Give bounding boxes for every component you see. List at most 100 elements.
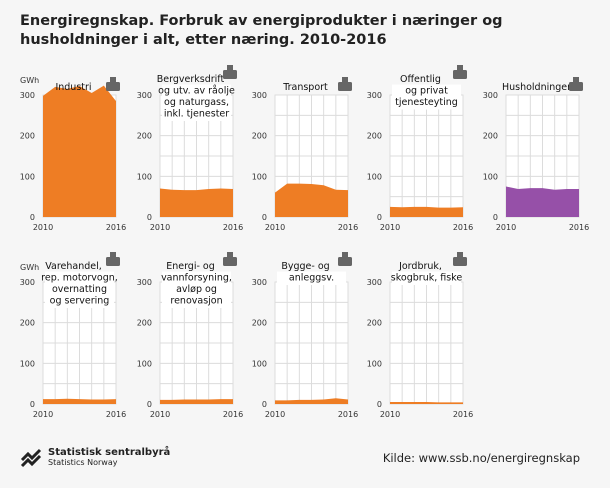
y-tick-label: 200 <box>252 319 267 328</box>
panel-title: Bygge- og anleggsv. <box>281 261 334 284</box>
area-8 <box>275 398 348 404</box>
y-tick-label: 300 <box>367 278 382 287</box>
x-tick-label: 2010 <box>150 223 170 232</box>
power-pylon-icon <box>223 252 237 266</box>
panel-title-line: overnatting <box>52 284 107 295</box>
y-tick-label: 300 <box>367 91 382 100</box>
title-backdrop <box>162 271 231 308</box>
area-4 <box>390 206 463 217</box>
x-tick-label: 2010 <box>380 223 400 232</box>
y-tick-label: 0 <box>377 400 382 409</box>
icon-shape <box>457 65 463 71</box>
shopping-cart-icon <box>106 252 120 266</box>
crane-icon <box>338 252 352 266</box>
x-tick-label: 2016 <box>338 410 358 419</box>
y-tick-label: 100 <box>367 359 382 368</box>
panel-3: 0 100 200 300 2010 2016 Transport <box>252 77 358 232</box>
title-backdrop <box>392 84 461 110</box>
building-icon <box>453 65 467 79</box>
y-tick-label: 0 <box>377 213 382 222</box>
panel-title: Transport <box>282 82 328 93</box>
logo-subname: Statistics Norway <box>48 458 118 467</box>
chart-title: Energiregnskap. Forbruk av energiprodukt… <box>20 13 503 48</box>
y-tick-label: 300 <box>252 91 267 100</box>
icon-shape <box>227 65 233 71</box>
ssb-logo-icon <box>20 448 42 468</box>
panel-title-line: og utv. av råolje <box>158 86 235 97</box>
unit-label: GWh <box>20 76 39 85</box>
icon-shape <box>342 77 348 83</box>
x-tick-label: 2016 <box>106 410 126 419</box>
icon-shape <box>573 77 579 83</box>
y-tick-label: 0 <box>262 400 267 409</box>
y-tick-label: 100 <box>367 172 382 181</box>
panel-title: Industri <box>55 82 91 93</box>
x-tick-label: 2016 <box>569 223 589 232</box>
panel-title-line: og privat <box>405 86 448 97</box>
ssb-logo: Statistisk sentralbyrå Statistics Norway <box>20 446 170 468</box>
x-tick-label: 2016 <box>453 223 473 232</box>
y-tick-label: 100 <box>252 172 267 181</box>
y-tick-label: 200 <box>137 319 152 328</box>
x-tick-label: 2016 <box>223 410 243 419</box>
panel-title-line: Offentlig <box>400 74 441 85</box>
icon-shape <box>342 252 348 258</box>
panel-title-line: vannforsyning, <box>161 273 232 284</box>
panel-2: 0 100 200 300 2010 2016 Bergverksdrift og utv. … <box>137 65 243 232</box>
panel-title: Husholdninger <box>502 82 571 93</box>
area-3 <box>275 183 348 217</box>
y-tick-label: 300 <box>137 91 152 100</box>
icon-shape <box>453 257 467 266</box>
y-tick-label: 0 <box>493 213 498 222</box>
x-tick-label: 2010 <box>150 410 170 419</box>
y-tick-label: 300 <box>20 91 35 100</box>
icon-shape <box>453 70 467 79</box>
panel-title-line: renovasjon <box>170 296 222 307</box>
title-backdrop <box>277 271 346 285</box>
factory-icon <box>106 77 120 91</box>
unit-label: GWh <box>20 263 39 272</box>
x-tick-label: 2010 <box>265 223 285 232</box>
panel-title-line: Energi- og <box>166 261 215 272</box>
area-9 <box>390 401 463 404</box>
title-backdrop <box>45 271 114 308</box>
y-tick-label: 0 <box>262 213 267 222</box>
panel-title-line: tjenesteyting <box>395 97 458 108</box>
title-backdrop <box>392 271 461 285</box>
icon-shape <box>106 257 120 266</box>
y-tick-label: 200 <box>367 319 382 328</box>
panel-title-line: Bygge- og <box>281 261 329 272</box>
y-tick-label: 200 <box>137 132 152 141</box>
x-tick-label: 2016 <box>338 223 358 232</box>
y-tick-label: 0 <box>30 213 35 222</box>
panel-title-line: Jordbruk, <box>398 261 442 272</box>
area-2 <box>160 188 233 217</box>
logo-name: Statistisk sentralbyrå <box>48 447 171 458</box>
y-tick-label: 200 <box>20 132 35 141</box>
x-tick-label: 2016 <box>223 223 243 232</box>
y-tick-label: 200 <box>20 319 35 328</box>
panel-title-line: skogbruk, fiske <box>391 273 463 284</box>
y-tick-label: 100 <box>137 359 152 368</box>
panel-title-line: avløp og <box>176 284 217 295</box>
area-5 <box>506 186 579 217</box>
y-tick-label: 300 <box>137 278 152 287</box>
tractor-icon <box>453 252 467 266</box>
icon-shape <box>457 252 463 258</box>
y-tick-label: 100 <box>20 172 35 181</box>
house-icon <box>569 77 583 91</box>
y-tick-label: 100 <box>252 359 267 368</box>
y-tick-label: 100 <box>483 172 498 181</box>
x-tick-label: 2010 <box>265 410 285 419</box>
y-tick-label: 200 <box>252 132 267 141</box>
panel-title-line: anleggsv. <box>289 273 334 284</box>
oil-rig-icon <box>223 65 237 79</box>
panel-4: 0 100 200 300 2010 2016 Offentlig og privat tjen… <box>367 65 473 232</box>
panel-title-line: og servering <box>50 296 110 307</box>
vehicles-icon <box>338 77 352 91</box>
x-tick-label: 2010 <box>496 223 516 232</box>
y-tick-label: 300 <box>483 91 498 100</box>
panel-title: Bergverksdrift og utv. av råolje og naturg… <box>157 74 235 120</box>
panel-8: 0 100 200 300 2010 2016 Bygge- og anleggsv. <box>252 252 358 419</box>
